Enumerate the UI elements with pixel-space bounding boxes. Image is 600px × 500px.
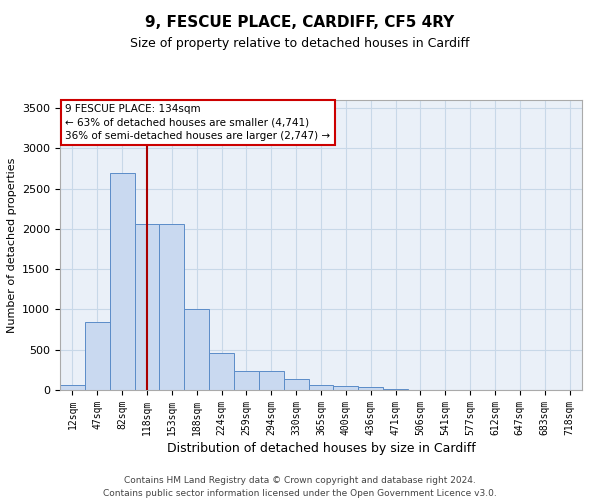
Bar (160, 224, 184, 390)
Bar (110, 172, 134, 390)
Bar (209, 354, 234, 390)
Bar (234, 372, 259, 390)
Text: Contains HM Land Registry data © Crown copyright and database right 2024.
Contai: Contains HM Land Registry data © Crown c… (103, 476, 497, 498)
Y-axis label: Number of detached properties: Number of detached properties (7, 158, 17, 332)
X-axis label: Distribution of detached houses by size in Cardiff: Distribution of detached houses by size … (167, 442, 475, 455)
Bar (85, 322, 110, 390)
Bar (334, 386, 358, 390)
Bar (259, 372, 284, 390)
Text: 9 FESCUE PLACE: 134sqm
← 63% of detached houses are smaller (4,741)
36% of semi-: 9 FESCUE PLACE: 134sqm ← 63% of detached… (65, 104, 331, 141)
Bar (184, 310, 209, 390)
Bar (308, 385, 334, 390)
Bar (60, 385, 85, 390)
Bar (284, 379, 308, 390)
Bar (383, 389, 408, 390)
Bar (134, 224, 160, 390)
Bar (358, 387, 383, 390)
Text: 9, FESCUE PLACE, CARDIFF, CF5 4RY: 9, FESCUE PLACE, CARDIFF, CF5 4RY (145, 15, 455, 30)
Text: Size of property relative to detached houses in Cardiff: Size of property relative to detached ho… (130, 38, 470, 51)
